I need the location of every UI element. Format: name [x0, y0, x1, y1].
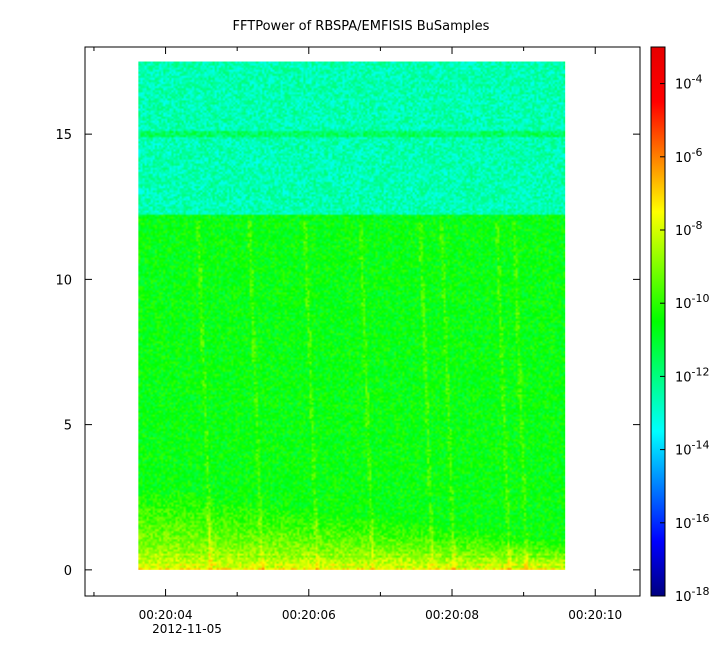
spectrogram-image	[138, 61, 566, 570]
x-tick-label: 00:20:10	[568, 608, 622, 622]
colorbar-tick-label: 10-16	[675, 512, 710, 532]
colorbar-tick-label: 10-18	[675, 585, 710, 605]
colorbar-tick-label: 10-12	[675, 365, 710, 385]
y-axis: 0 5 10 15	[55, 128, 640, 579]
colorbar-tick-label: 10-4	[675, 73, 703, 93]
colorbar	[650, 46, 666, 597]
colorbar-tick-label: 10-10	[675, 292, 710, 312]
x-tick-label: 00:20:06	[282, 608, 336, 622]
x-tick-label: 00:20:04	[139, 608, 193, 622]
colorbar-axis: 10-18 10-16 10-14 10-12 10-10 10-8 10-6 10-4	[660, 73, 710, 605]
y-tick-label: 5	[64, 419, 72, 434]
y-tick-label: 10	[55, 273, 72, 288]
x-axis: 00:20:04 00:20:06 00:20:08 00:20:10	[93, 47, 622, 622]
colorbar-tick-label: 10-14	[675, 439, 710, 459]
spectrogram-heatmap	[138, 61, 566, 570]
y-tick-label: 0	[64, 564, 72, 579]
colorbar-tick-label: 10-8	[675, 219, 703, 239]
y-tick-label: 15	[55, 128, 72, 143]
x-tick-label: 00:20:08	[425, 608, 479, 622]
chart-title: FFTPower of RBSPA/EMFISIS BuSamples	[233, 19, 490, 34]
x-date-label: 2012-11-05	[152, 622, 222, 636]
colorbar-tick-label: 10-6	[675, 146, 703, 166]
